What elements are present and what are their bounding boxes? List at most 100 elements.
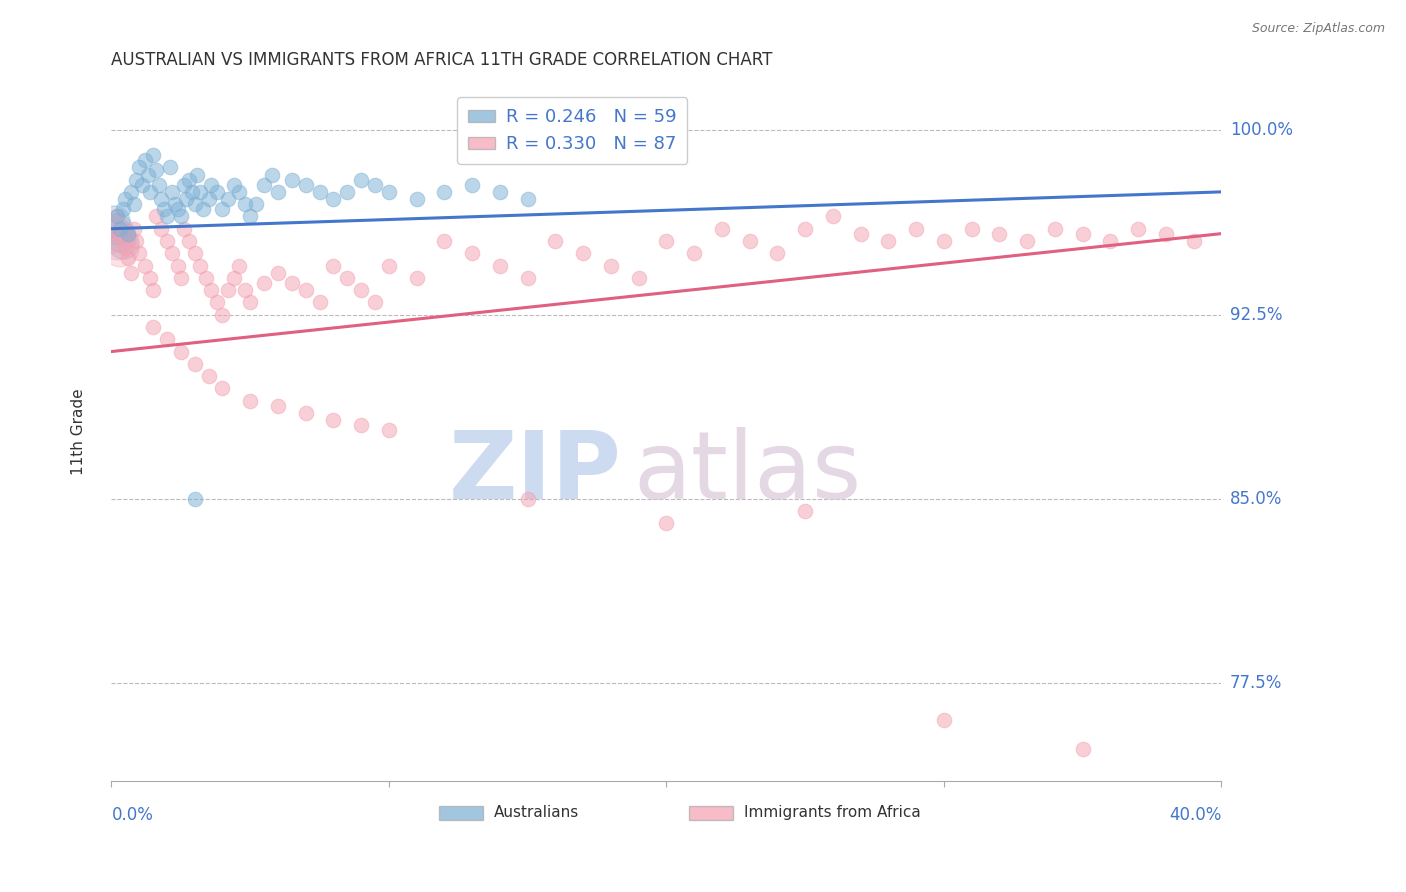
Point [167, 202, 190, 216]
Point [350, 418, 373, 433]
Point [128, 246, 150, 260]
Point [105, 210, 128, 224]
Point [173, 178, 195, 192]
Text: 11th Grade: 11th Grade [70, 388, 86, 475]
Point [105, 210, 128, 224]
Point [188, 259, 211, 273]
Point [222, 270, 245, 285]
Point [134, 259, 156, 273]
Point [308, 185, 330, 199]
Point [433, 234, 456, 248]
Point [162, 185, 184, 199]
Point [378, 423, 401, 437]
Point [253, 276, 276, 290]
Point [932, 234, 955, 248]
Text: 100.0%: 100.0% [1230, 121, 1292, 139]
Point [262, 168, 284, 182]
Point [245, 197, 267, 211]
Point [350, 283, 373, 297]
Text: 92.5%: 92.5% [1230, 306, 1282, 324]
Point [183, 357, 205, 371]
Point [253, 178, 276, 192]
Point [281, 276, 304, 290]
Point [1071, 742, 1094, 756]
Point [120, 185, 142, 199]
Point [294, 178, 316, 192]
Text: 0.0%: 0.0% [111, 806, 153, 824]
Point [183, 197, 205, 211]
Text: ZIP: ZIP [449, 427, 621, 519]
Point [350, 172, 373, 186]
Point [142, 283, 165, 297]
Point [1099, 234, 1122, 248]
Point [211, 308, 233, 322]
Point [433, 185, 456, 199]
Point [200, 283, 222, 297]
Point [308, 295, 330, 310]
Point [170, 344, 193, 359]
Point [197, 192, 219, 206]
Point [197, 369, 219, 384]
Point [134, 153, 156, 167]
Point [125, 172, 148, 186]
Point [176, 192, 198, 206]
Point [120, 266, 142, 280]
Point [173, 221, 195, 235]
Point [267, 185, 290, 199]
Point [516, 491, 538, 506]
Point [322, 413, 344, 427]
Point [960, 221, 983, 235]
Point [489, 185, 512, 199]
Point [183, 491, 205, 506]
Point [794, 504, 817, 518]
Point [516, 270, 538, 285]
Point [180, 185, 202, 199]
Point [167, 259, 190, 273]
Point [222, 178, 245, 192]
Point [211, 381, 233, 395]
Point [710, 221, 733, 235]
Point [156, 234, 179, 248]
Point [405, 192, 427, 206]
Point [849, 227, 872, 241]
Point [103, 227, 125, 241]
Text: AUSTRALIAN VS IMMIGRANTS FROM AFRICA 11TH GRADE CORRELATION CHART: AUSTRALIAN VS IMMIGRANTS FROM AFRICA 11T… [111, 51, 773, 69]
Text: 77.5%: 77.5% [1230, 674, 1282, 692]
FancyBboxPatch shape [439, 805, 484, 820]
Point [378, 185, 401, 199]
Point [162, 246, 184, 260]
Point [378, 259, 401, 273]
Point [103, 214, 125, 228]
Point [228, 185, 250, 199]
Point [142, 320, 165, 334]
Point [128, 161, 150, 175]
Point [191, 202, 214, 216]
Point [105, 234, 128, 248]
Point [683, 246, 706, 260]
Point [821, 210, 844, 224]
Point [188, 185, 211, 199]
Point [211, 202, 233, 216]
Point [239, 210, 262, 224]
Point [205, 295, 228, 310]
Point [108, 221, 131, 235]
Point [794, 221, 817, 235]
Point [111, 202, 134, 216]
Point [108, 241, 131, 255]
Point [183, 246, 205, 260]
Point [932, 713, 955, 727]
FancyBboxPatch shape [689, 805, 733, 820]
Point [461, 246, 484, 260]
Point [544, 234, 567, 248]
Point [281, 172, 304, 186]
Point [131, 178, 153, 192]
Point [105, 221, 128, 235]
Point [1182, 234, 1205, 248]
Point [111, 236, 134, 251]
Text: atlas: atlas [633, 427, 862, 519]
Point [322, 259, 344, 273]
Point [405, 270, 427, 285]
Point [142, 148, 165, 162]
Point [150, 192, 173, 206]
Point [179, 234, 201, 248]
